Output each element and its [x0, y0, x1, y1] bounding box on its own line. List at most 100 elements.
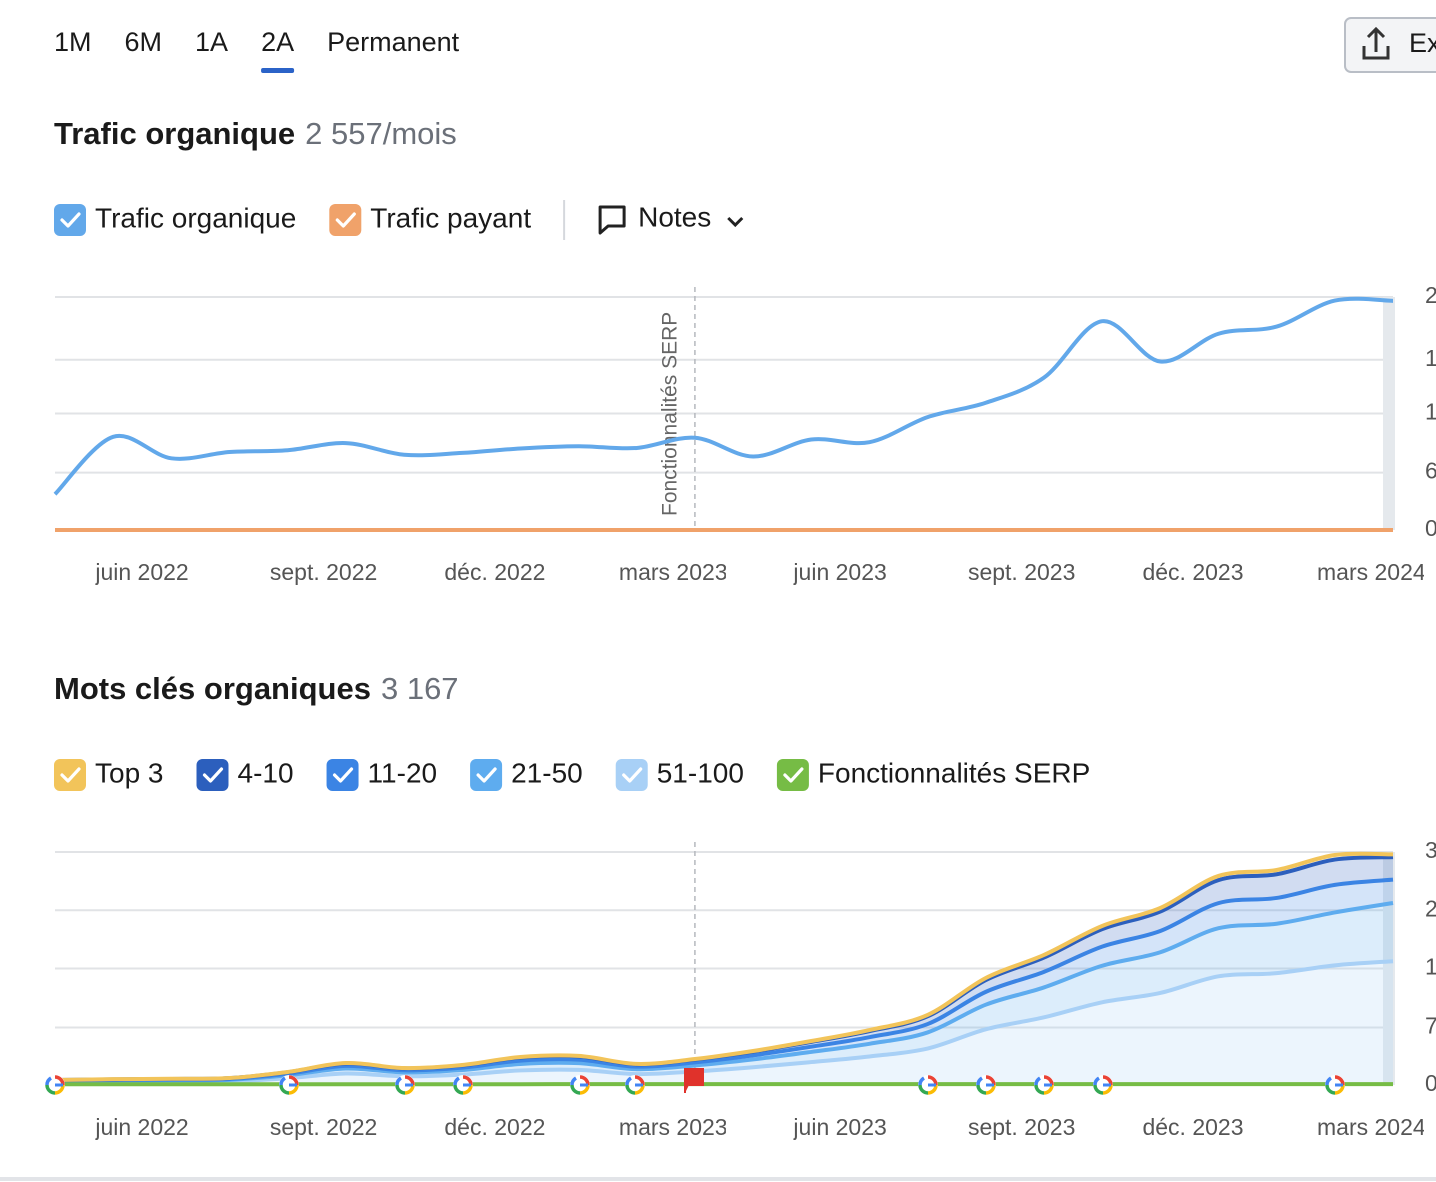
- x-tick-label: déc. 2022: [444, 559, 545, 585]
- chart-subtitle: 2 557/mois: [305, 116, 457, 151]
- google-arc: [918, 1084, 929, 1095]
- x-tick-box: sept. 2023: [968, 559, 1075, 585]
- google-arc: [625, 1076, 633, 1086]
- google-arc: [1093, 1084, 1104, 1095]
- y-tick-label: 1.3K: [1425, 399, 1436, 425]
- annotation-label: Fonctionnalités SERP: [658, 312, 681, 516]
- export-icon: [1362, 26, 1390, 60]
- legend-label[interactable]: 11-20: [368, 757, 438, 788]
- period-tab[interactable]: 1M: [54, 27, 92, 57]
- x-tick-label: sept. 2022: [270, 559, 377, 585]
- legend-checkbox[interactable]: [615, 759, 648, 791]
- google-arc: [453, 1076, 461, 1086]
- x-tick-label: déc. 2023: [1142, 559, 1243, 585]
- checkmark: [783, 767, 804, 783]
- legend-checkbox[interactable]: [54, 204, 86, 236]
- x-tick-box: déc. 2023: [1142, 559, 1243, 585]
- x-tick-label: mars 2023: [619, 559, 728, 585]
- google-arc: [625, 1084, 636, 1095]
- stacked-area: [55, 961, 1393, 1085]
- legend-checkbox[interactable]: [54, 759, 86, 791]
- period-tab[interactable]: 2A: [261, 27, 294, 57]
- checkmark: [335, 212, 356, 228]
- x-tick-label: mars 2024: [1317, 1114, 1426, 1140]
- x-tick-box: déc. 2022: [444, 559, 545, 585]
- legend-label[interactable]: 4-10: [238, 757, 294, 788]
- checkmark: [476, 767, 497, 783]
- x-tick-box: juin 2022: [94, 1114, 188, 1140]
- legend-label[interactable]: Top 3: [95, 757, 164, 788]
- y-tick-label: 3.2K: [1425, 837, 1436, 863]
- google-arc: [1034, 1084, 1045, 1095]
- notes-label[interactable]: Notes: [638, 201, 711, 232]
- x-tick-label: juin 2023: [792, 1114, 886, 1140]
- x-tick-box: sept. 2022: [270, 1114, 377, 1140]
- google-arc: [1325, 1084, 1336, 1095]
- note-flag[interactable]: [684, 1068, 704, 1093]
- chart-subtitle: 3 167: [381, 671, 459, 706]
- legend-checkbox[interactable]: [470, 759, 503, 791]
- export-label[interactable]: Exporter: [1409, 28, 1436, 58]
- legend-checkbox[interactable]: [196, 759, 229, 791]
- checkmark: [202, 767, 224, 783]
- stacked-area: [55, 857, 1393, 1081]
- x-tick-box: mars 2024: [1317, 1114, 1426, 1140]
- notes-icon: [598, 205, 626, 235]
- checkmark: [332, 767, 354, 783]
- period-tab[interactable]: 1A: [195, 27, 228, 57]
- notes-chevron: [727, 216, 744, 228]
- x-tick-box: mars 2023: [619, 559, 728, 585]
- google-arc: [976, 1084, 987, 1095]
- y-tick-label: 640: [1425, 458, 1436, 484]
- legend-checkbox[interactable]: [776, 759, 809, 791]
- checkmark: [60, 212, 81, 228]
- x-tick-box: juin 2023: [793, 559, 886, 585]
- legend-label[interactable]: 51-100: [657, 757, 744, 788]
- y-tick-label: 1.6K: [1425, 954, 1436, 980]
- google-arc: [1325, 1076, 1333, 1086]
- stacked-area: [55, 902, 1393, 1083]
- checkmark: [622, 767, 643, 783]
- google-arc: [1093, 1076, 1101, 1086]
- x-tick-label: déc. 2023: [1142, 1114, 1243, 1140]
- x-tick-box: déc. 2022: [444, 1114, 545, 1140]
- x-tick-label: sept. 2023: [968, 559, 1075, 585]
- google-arc: [279, 1084, 290, 1095]
- legend-label[interactable]: Trafic organique: [95, 202, 296, 233]
- y-tick-label: 0: [1425, 1070, 1436, 1096]
- y-tick-label: 2.4K: [1425, 895, 1436, 921]
- hover-band: [1383, 297, 1395, 530]
- google-arc: [976, 1076, 984, 1086]
- google-arc: [45, 1076, 53, 1086]
- google-arc: [570, 1076, 578, 1086]
- x-tick-label: juin 2022: [94, 1114, 188, 1140]
- period-tab[interactable]: 6M: [125, 27, 163, 57]
- google-arc: [1034, 1076, 1042, 1086]
- x-tick-label: mars 2023: [619, 1114, 728, 1140]
- legend-label[interactable]: Trafic payant: [370, 202, 531, 233]
- checkmark: [60, 767, 81, 783]
- legend-label[interactable]: 21-50: [511, 757, 583, 788]
- google-arc: [279, 1076, 287, 1086]
- legend-checkbox[interactable]: [326, 759, 359, 791]
- period-tab[interactable]: Permanent: [327, 27, 460, 57]
- x-tick-box: sept. 2023: [968, 1114, 1075, 1140]
- x-tick-box: juin 2022: [95, 559, 188, 585]
- x-tick-label: déc. 2022: [444, 1114, 545, 1140]
- active-tab-underline: [261, 68, 295, 73]
- hover-band: [1383, 852, 1395, 1085]
- chart-title: Trafic organique: [54, 116, 295, 151]
- google-arc: [918, 1076, 926, 1086]
- legend-checkbox[interactable]: [329, 204, 362, 236]
- y-tick-label: 2.6K: [1425, 282, 1436, 308]
- google-arc: [453, 1084, 464, 1095]
- google-arc: [395, 1084, 406, 1095]
- x-tick-label: sept. 2023: [968, 1114, 1075, 1140]
- y-tick-label: 1.9K: [1425, 345, 1436, 371]
- y-tick-label: 0: [1425, 515, 1436, 541]
- x-tick-box: mars 2024: [1317, 559, 1424, 585]
- legend-label[interactable]: Fonctionnalités SERP: [818, 757, 1090, 788]
- x-tick-box: mars 2023: [619, 1114, 728, 1140]
- x-tick-label: sept. 2022: [270, 1114, 377, 1140]
